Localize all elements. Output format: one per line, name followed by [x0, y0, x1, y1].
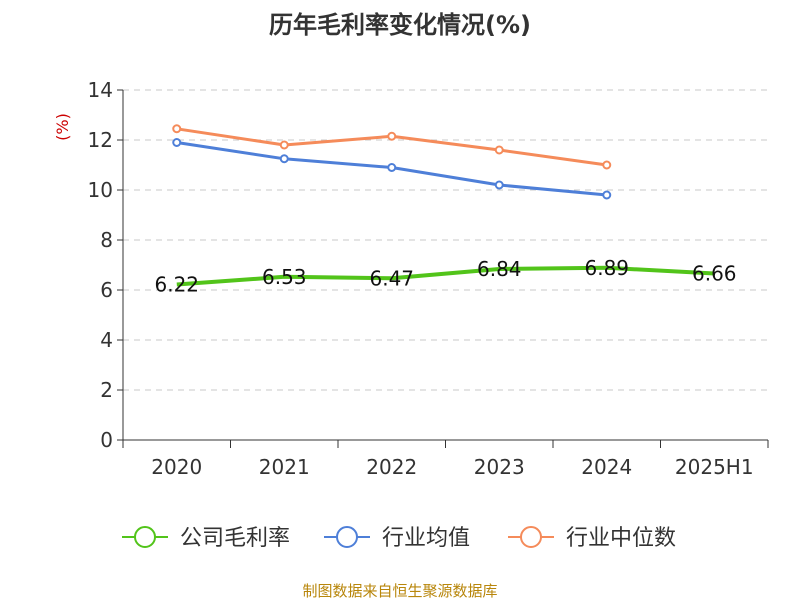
- legend-label: 行业中位数: [566, 526, 676, 551]
- legend-marker: [336, 526, 358, 548]
- legend-label: 行业均值: [382, 526, 470, 551]
- x-tick-label: 2023: [474, 455, 525, 479]
- legend-marker: [134, 526, 156, 548]
- data-point: [172, 124, 182, 134]
- x-tick-label: 2024: [581, 455, 632, 479]
- data-point: [279, 154, 289, 164]
- axes: 0 2 4 6 8 10 12 14 2020 2021 2022 2023 2024 2025H1: [88, 78, 769, 479]
- series-line-company: [176, 265, 715, 287]
- data-label: 6.22: [154, 273, 199, 297]
- y-axis-unit: (%): [53, 113, 72, 141]
- data-point: [602, 190, 612, 200]
- data-point: [494, 180, 504, 190]
- data-labels: 6.22 6.53 6.47 6.84 6.89 6.66: [154, 256, 736, 297]
- y-tick-label: 2: [100, 378, 113, 402]
- data-label: 6.47: [369, 266, 414, 290]
- data-label: 6.53: [262, 265, 307, 289]
- series-lines: [172, 124, 715, 287]
- legend-label: 公司毛利率: [180, 526, 290, 551]
- y-tick-label: 14: [88, 78, 113, 102]
- data-point: [387, 131, 397, 141]
- data-point: [602, 160, 612, 170]
- y-tick-label: 4: [100, 328, 113, 352]
- data-point: [279, 140, 289, 150]
- data-label: 6.89: [584, 256, 629, 280]
- data-label: 6.66: [692, 262, 737, 286]
- x-tick-label: 2022: [366, 455, 417, 479]
- data-point: [387, 163, 397, 172]
- data-label: 6.84: [477, 257, 522, 281]
- chart-title: 历年毛利率变化情况(%): [269, 11, 531, 39]
- legend: 公司毛利率 行业均值 行业中位数: [122, 526, 676, 551]
- y-tick-label: 0: [100, 428, 113, 452]
- y-tick-label: 6: [100, 278, 113, 302]
- x-tick-label: 2025H1: [675, 455, 754, 479]
- y-tick-label: 8: [100, 228, 113, 252]
- x-tick-label: 2021: [259, 455, 310, 479]
- y-tick-label: 10: [88, 178, 113, 202]
- y-tick-label: 12: [88, 128, 113, 152]
- source-note: 制图数据来自恒生聚源数据库: [302, 582, 497, 600]
- x-tick-label: 2020: [151, 455, 202, 479]
- legend-marker: [520, 526, 542, 548]
- data-point: [172, 138, 182, 147]
- data-point: [494, 145, 504, 155]
- grid-lines: [123, 89, 768, 391]
